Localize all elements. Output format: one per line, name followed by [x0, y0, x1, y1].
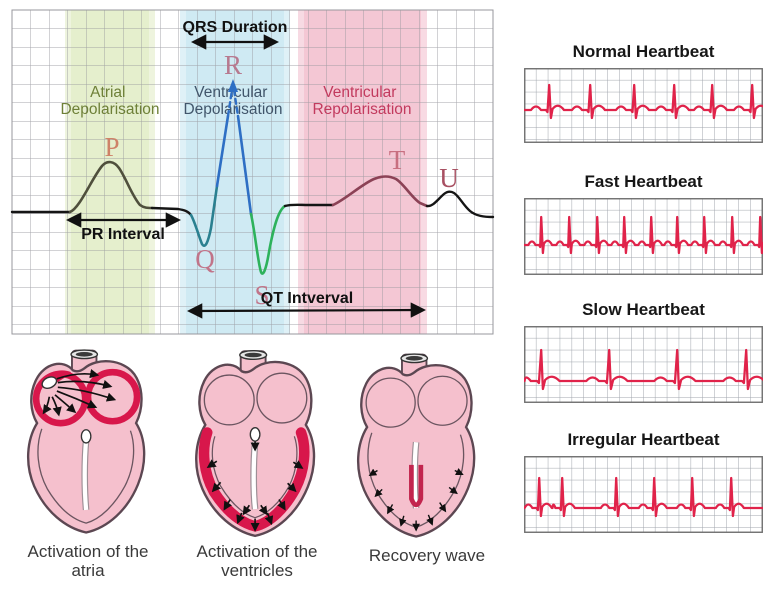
- p-wave-label: P: [104, 132, 119, 162]
- irregular-heartbeat-strip: [524, 456, 763, 533]
- u-wave-trace: [425, 190, 495, 219]
- right-atrium-active-wall: [84, 368, 141, 425]
- heart-atria-caption: Activation of the atria: [27, 542, 149, 581]
- recovery-septum-highlight: [409, 464, 424, 508]
- vessel-lumen: [75, 352, 93, 357]
- p-wave-trace: [68, 160, 154, 214]
- q-wave-trace: [189, 184, 219, 248]
- t-wave-trace: [331, 175, 429, 208]
- qrs-duration-label: QRS Duration: [183, 19, 288, 36]
- strip-grid: [524, 456, 763, 533]
- ventricle-inner-wall: [37, 428, 135, 524]
- right-atrium-wall: [256, 372, 308, 424]
- ecg-trace: [10, 88, 495, 275]
- irregular-heartbeat-title: Irregular Heartbeat: [567, 430, 720, 449]
- strip-grid: [524, 326, 763, 403]
- vessel-lumen: [244, 352, 262, 358]
- right-atrium-wall: [417, 375, 468, 426]
- slow-heartbeat-block: Slow Heartbeat: [524, 300, 763, 403]
- heart-ventricles-activation-illustration: [195, 349, 316, 538]
- fast-heartbeat-title: Fast Heartbeat: [584, 172, 703, 191]
- irregular-heartbeat-block: Irregular Heartbeat: [524, 430, 763, 533]
- s-wave-trace: [249, 204, 287, 275]
- septum-conduction-channel: [251, 441, 258, 510]
- normal-ecg-trace: [524, 83, 763, 120]
- normal-heartbeat-title: Normal Heartbeat: [572, 42, 715, 61]
- fast-ecg-trace: [524, 215, 763, 255]
- ventricle-inner-wall: [211, 436, 298, 519]
- atrial-depolarisation-label: Atrial Depolarisation: [60, 84, 159, 118]
- ventricular-repolarisation-label: Ventricular Repolarisation: [312, 84, 411, 118]
- left-atrium-wall: [365, 377, 416, 428]
- atrial-activation-arrows: [42, 369, 117, 417]
- qt-interval-label: QT Intverval: [261, 290, 353, 307]
- left-atrium-wall: [203, 374, 255, 426]
- normal-heartbeat-block: Normal Heartbeat: [524, 42, 763, 143]
- pq-segment-trace: [150, 206, 193, 217]
- slow-heartbeat-strip: [524, 326, 763, 403]
- t-wave-label: T: [389, 145, 406, 175]
- r-wave-label: R: [224, 50, 242, 80]
- heart-recovery-wave-illustration: [356, 353, 476, 538]
- r-wave-up-trace: [215, 114, 230, 188]
- av-node: [249, 427, 261, 442]
- pr-interval-label: PR Interval: [81, 226, 165, 243]
- heart-ventricles-caption: Activation of the ventricles: [196, 542, 318, 581]
- fast-heartbeat-block: Fast Heartbeat: [524, 172, 763, 275]
- sa-node: [41, 376, 58, 389]
- normal-heartbeat-strip: [524, 68, 763, 143]
- vessel-lumen: [405, 356, 423, 361]
- av-node: [80, 429, 92, 444]
- recovery-wave-arrows: [368, 468, 464, 532]
- slow-heartbeat-title: Slow Heartbeat: [582, 300, 705, 319]
- fast-heartbeat-strip: [524, 198, 763, 275]
- ecg-wave-diagram: Atrial Depolarisation Ventricular Depola…: [10, 9, 495, 335]
- q-wave-label: Q: [195, 244, 215, 274]
- septum-conduction-channel: [412, 442, 419, 509]
- r-wave-down-trace: [236, 114, 253, 216]
- heart-atria-activation-illustration: [26, 349, 146, 534]
- ecg-grid: [11, 9, 494, 335]
- r-peak-arrowhead: [228, 79, 238, 92]
- septum-conduction-channel: [82, 439, 89, 511]
- r-wave-down-dashed: [232, 88, 240, 118]
- irregular-ecg-trace: [524, 476, 763, 518]
- qt-interval-arrow: [186, 302, 427, 319]
- slow-ecg-trace: [524, 348, 763, 391]
- ventricular-activation-arrows: [206, 441, 304, 532]
- st-segment-trace: [283, 203, 335, 208]
- strip-grid: [524, 198, 763, 275]
- r-wave-up-dashed: [226, 88, 234, 118]
- u-wave-label: U: [439, 163, 459, 193]
- heart-recovery-caption: Recovery wave: [368, 546, 486, 565]
